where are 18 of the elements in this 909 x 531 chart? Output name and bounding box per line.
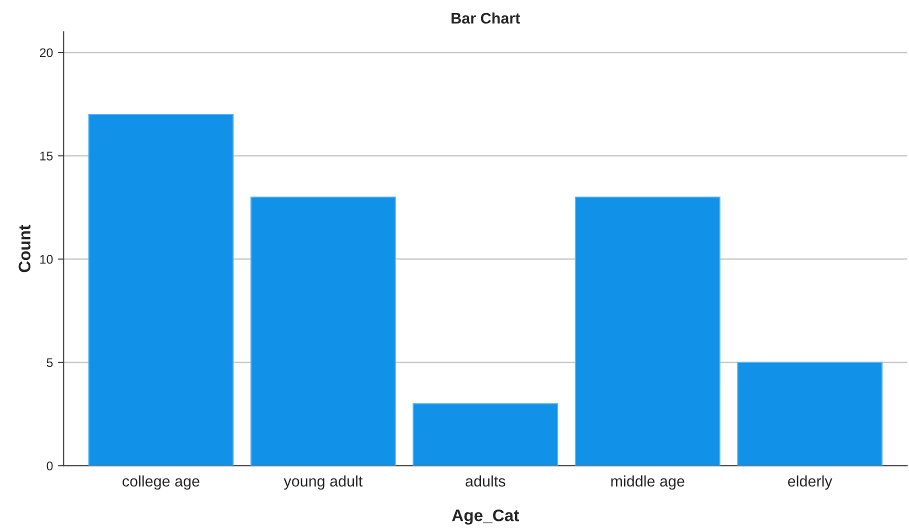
x-axis-title: Age_Cat bbox=[452, 509, 520, 525]
x-tick-label: young adult bbox=[284, 475, 363, 490]
bar bbox=[88, 114, 234, 466]
x-tick-label: elderly bbox=[788, 475, 832, 490]
y-tick-label: 15 bbox=[40, 152, 53, 160]
x-tick-label: adults bbox=[466, 475, 506, 487]
y-tick-label: 20 bbox=[40, 48, 53, 58]
y-axis-title: Count bbox=[18, 224, 30, 272]
x-tick-label: middle age bbox=[611, 475, 684, 490]
bar bbox=[412, 403, 558, 466]
y-tick-label: 10 bbox=[40, 254, 53, 264]
y-tick-label: 5 bbox=[46, 358, 53, 368]
chart-title: Bar Chart bbox=[452, 12, 520, 24]
bar bbox=[737, 362, 883, 466]
x-tick-label: college age bbox=[122, 475, 200, 490]
y-tick-label: 0 bbox=[46, 461, 53, 470]
bar bbox=[574, 196, 720, 466]
bar bbox=[250, 196, 396, 466]
